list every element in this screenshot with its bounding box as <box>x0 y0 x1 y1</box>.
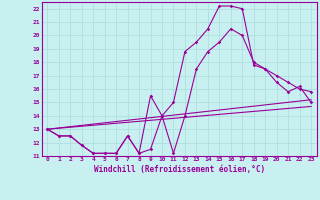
X-axis label: Windchill (Refroidissement éolien,°C): Windchill (Refroidissement éolien,°C) <box>94 165 265 174</box>
